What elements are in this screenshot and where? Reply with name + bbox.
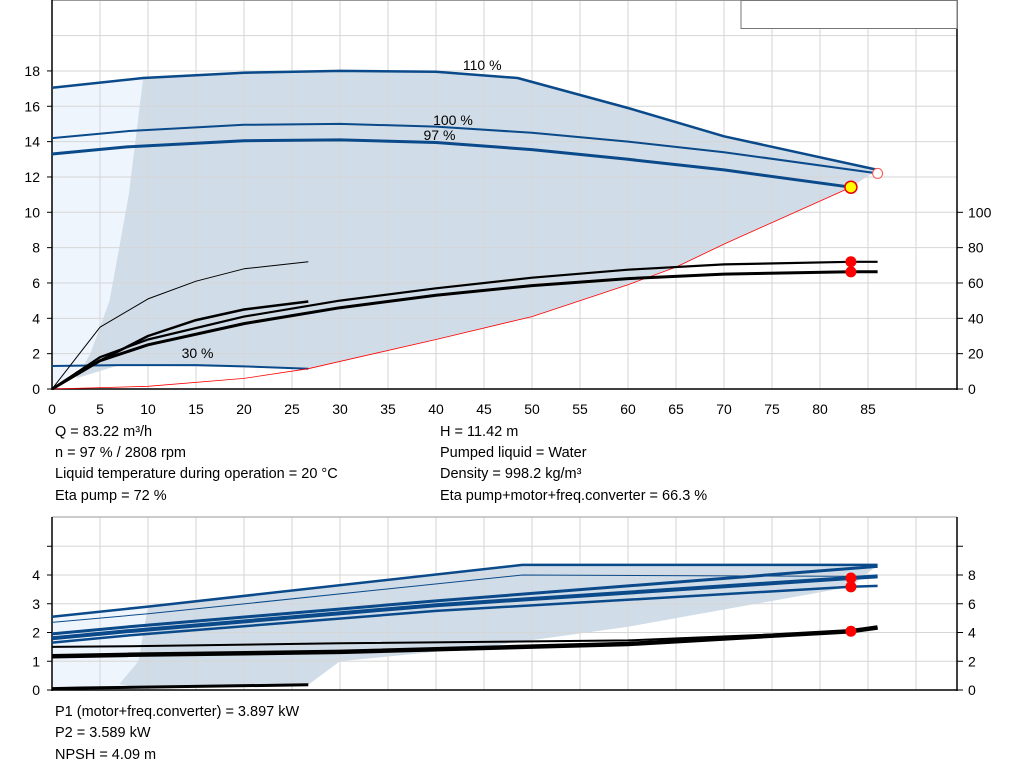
y-tick-label: 8 [32, 240, 40, 256]
x-tick-label: 75 [764, 401, 780, 417]
x-tick-label: 20 [236, 401, 252, 417]
p-tick-label: 3 [32, 596, 40, 612]
series-line-4 [51, 186, 852, 390]
eta-pump-duty-point [845, 256, 857, 268]
p2-duty-point [845, 581, 857, 593]
x-tick-label: 65 [668, 401, 684, 417]
max-point-marker [872, 167, 884, 179]
x-tick-label: 30 [332, 401, 348, 417]
series-line-3 [51, 364, 309, 370]
series-label: 30 % [182, 345, 214, 361]
x-tick-label: 70 [716, 401, 732, 417]
p-tick-label: 0 [32, 682, 40, 698]
power-series-line-7 [51, 683, 309, 691]
npsh-duty-point [845, 625, 857, 637]
x-tick-label: 50 [524, 401, 540, 417]
y-tick-label: 2 [32, 346, 40, 362]
power-series-line-0 [51, 563, 878, 618]
x-tick-label: 55 [572, 401, 588, 417]
info-eta-pump: Eta pump = 72 % [55, 488, 167, 504]
series-line-6 [51, 270, 878, 391]
x-tick-label: 85 [860, 401, 876, 417]
info-speed: n = 97 % / 2808 rpm [55, 445, 186, 461]
series-line-1 [51, 122, 878, 175]
npsh-tick-label: 8 [968, 567, 976, 583]
info-h: H = 11.42 m [440, 424, 519, 440]
power-series-line-2 [51, 564, 878, 636]
y2-tick-label: 0 [968, 381, 976, 397]
x-tick-label: 25 [284, 401, 300, 417]
duty-point-marker [844, 180, 858, 194]
y2-tick-label: 40 [968, 310, 984, 326]
npsh-tick-label: 0 [968, 682, 976, 698]
series-line-0 [51, 69, 878, 172]
power-series-line-3 [51, 574, 878, 641]
x-tick-label: 10 [140, 401, 156, 417]
x-tick-label: 15 [188, 401, 204, 417]
x-tick-label: 80 [812, 401, 828, 417]
info-liquid: Pumped liquid = Water [440, 445, 587, 461]
x-tick-label: 40 [428, 401, 444, 417]
series-line-8 [75, 300, 309, 375]
eta-total-duty-point [845, 266, 857, 278]
x-tick-label: 35 [380, 401, 396, 417]
x-tick-label: 5 [96, 401, 104, 417]
y-tick-label: 6 [32, 275, 40, 291]
series-line-2 [51, 138, 852, 189]
series-label: 100 % [433, 112, 473, 128]
y-tick-label: 10 [24, 204, 40, 220]
info-p2: P2 = 3.589 kW [55, 725, 151, 741]
title-box [740, 0, 958, 29]
series-label: 97 % [424, 127, 456, 143]
x-tick-label: 45 [476, 401, 492, 417]
y-tick-label: 16 [24, 98, 40, 114]
p1-duty-point [845, 572, 857, 584]
y2-tick-label: 80 [968, 240, 984, 256]
npsh-tick-label: 6 [968, 596, 976, 612]
p-tick-label: 2 [32, 625, 40, 641]
power-series-line-1 [51, 574, 878, 623]
info-temperature: Liquid temperature during operation = 20… [55, 466, 338, 482]
series-line-7 [51, 261, 309, 390]
p-tick-label: 1 [32, 653, 40, 669]
npsh-tick-label: 2 [968, 653, 976, 669]
y-tick-label: 14 [24, 134, 40, 150]
x-tick-label: 60 [620, 401, 636, 417]
x-tick-label: 0 [48, 401, 56, 417]
series-label: 110 % [463, 57, 502, 73]
y2-tick-label: 20 [968, 346, 984, 362]
y-tick-label: 0 [32, 381, 40, 397]
info-density: Density = 998.2 kg/m³ [440, 466, 582, 482]
y2-tick-label: 60 [968, 275, 984, 291]
y2-tick-label: 100 [968, 204, 992, 220]
info-q: Q = 83.22 m³/h [55, 424, 153, 440]
y-tick-label: 4 [32, 310, 40, 326]
p-tick-label: 4 [32, 567, 40, 583]
info-p1: P1 (motor+freq.converter) = 3.897 kW [55, 704, 300, 720]
info-npsh: NPSH = 4.09 m [55, 747, 157, 763]
y-tick-label: 18 [24, 63, 40, 79]
y-tick-label: 12 [24, 169, 40, 185]
info-eta-total: Eta pump+motor+freq.converter = 66.3 % [440, 488, 708, 504]
power-series-line-4 [51, 584, 878, 644]
npsh-tick-label: 4 [968, 625, 976, 641]
